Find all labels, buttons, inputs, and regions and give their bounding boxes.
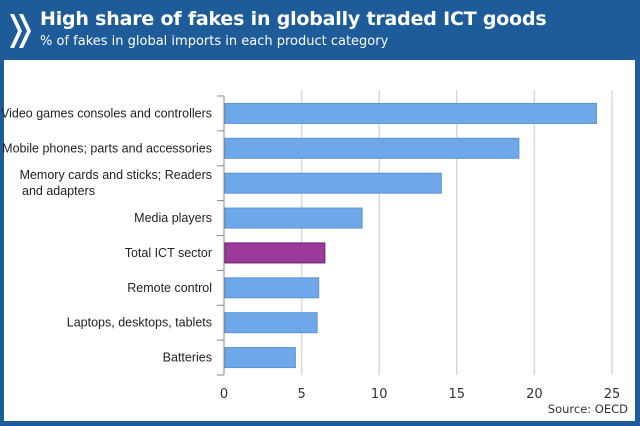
chart-header: High share of fakes in globally traded I… [0, 0, 640, 60]
category-label: Memory cards and sticks; Readers [20, 168, 212, 182]
x-tick-label: 25 [604, 387, 621, 402]
category-label: Total ICT sector [125, 246, 212, 260]
category-label: Mobile phones; parts and accessories [2, 141, 212, 155]
chart-title: High share of fakes in globally traded I… [40, 8, 547, 30]
category-label: Batteries [163, 351, 212, 365]
x-tick-label: 10 [371, 387, 388, 402]
bar [224, 137, 520, 159]
oecd-chevrons-icon [10, 14, 31, 48]
bar [224, 312, 318, 334]
x-tick-label: 5 [297, 387, 305, 402]
x-tick-label: 0 [220, 387, 228, 402]
bar [224, 172, 442, 194]
category-label: Remote control [127, 281, 212, 295]
category-label: Laptops, desktops, tablets [67, 316, 212, 330]
category-label: Media players [134, 211, 212, 225]
category-label: and adapters [22, 184, 95, 198]
x-tick-label: 15 [449, 387, 466, 402]
bar [224, 102, 597, 124]
bar-highlight [224, 242, 326, 264]
bar [224, 347, 296, 369]
x-tick-label: 20 [526, 387, 543, 402]
bar [224, 207, 363, 229]
chart-subtitle: % of fakes in global imports in each pro… [40, 34, 389, 49]
source-note: Source: OECD [548, 402, 628, 416]
category-label: Video games consoles and controllers [1, 106, 212, 120]
bar [224, 277, 320, 299]
